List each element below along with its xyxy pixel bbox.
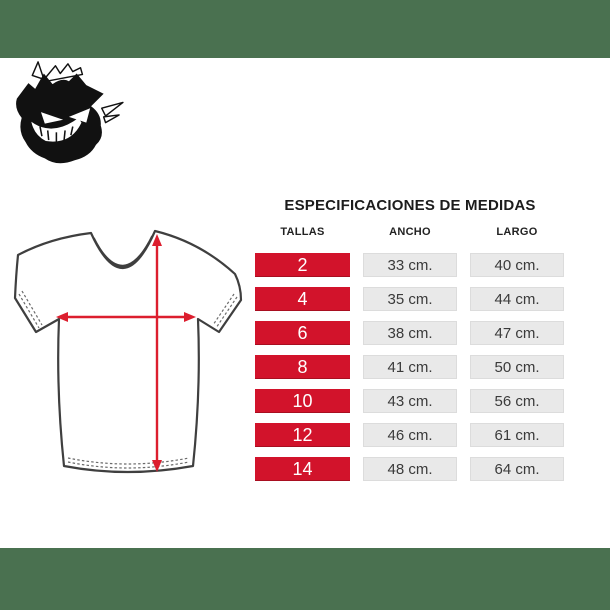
largo-cell: 44 cm. xyxy=(470,287,564,311)
size-table-row: 8 41 cm. 50 cm. xyxy=(255,355,565,379)
largo-cell: 50 cm. xyxy=(470,355,564,379)
gengar-logo-icon xyxy=(8,60,126,168)
table-header-row: TALLAS ANCHO LARGO xyxy=(255,226,565,238)
size-cell: 8 xyxy=(255,355,350,379)
size-table-row: 10 43 cm. 56 cm. xyxy=(255,389,565,413)
ancho-cell: 41 cm. xyxy=(363,355,457,379)
size-spec-table: ESPECIFICACIONES DE MEDIDAS TALLAS ANCHO… xyxy=(255,197,565,491)
largo-cell: 40 cm. xyxy=(470,253,564,277)
size-table-row: 6 38 cm. 47 cm. xyxy=(255,321,565,345)
bottom-banner xyxy=(0,548,610,610)
size-cell: 10 xyxy=(255,389,350,413)
ancho-cell: 43 cm. xyxy=(363,389,457,413)
ancho-arrow-icon xyxy=(56,312,196,322)
size-cell: 12 xyxy=(255,423,350,447)
tshirt-measurement-diagram xyxy=(5,220,250,480)
size-table-rows: 2 33 cm. 40 cm. 4 35 cm. 44 cm. 6 38 cm.… xyxy=(255,253,565,481)
size-cell: 2 xyxy=(255,253,350,277)
size-cell: 14 xyxy=(255,457,350,481)
table-title: ESPECIFICACIONES DE MEDIDAS xyxy=(284,197,536,214)
largo-cell: 64 cm. xyxy=(470,457,564,481)
tshirt-outline-svg xyxy=(13,229,243,474)
column-header-largo: LARGO xyxy=(496,226,538,238)
largo-cell: 47 cm. xyxy=(470,321,564,345)
size-table-row: 14 48 cm. 64 cm. xyxy=(255,457,565,481)
size-cell: 6 xyxy=(255,321,350,345)
column-header-tallas: TALLAS xyxy=(280,226,325,238)
ancho-cell: 33 cm. xyxy=(363,253,457,277)
size-table-row: 4 35 cm. 44 cm. xyxy=(255,287,565,311)
ancho-cell: 35 cm. xyxy=(363,287,457,311)
gengar-silhouette-svg xyxy=(16,61,124,164)
size-table-row: 2 33 cm. 40 cm. xyxy=(255,253,565,277)
ancho-cell: 38 cm. xyxy=(363,321,457,345)
ancho-cell: 48 cm. xyxy=(363,457,457,481)
size-cell: 4 xyxy=(255,287,350,311)
column-header-ancho: ANCHO xyxy=(389,226,431,238)
ancho-cell: 46 cm. xyxy=(363,423,457,447)
size-table-row: 12 46 cm. 61 cm. xyxy=(255,423,565,447)
largo-arrow-icon xyxy=(152,234,162,472)
largo-cell: 56 cm. xyxy=(470,389,564,413)
top-banner xyxy=(0,0,610,58)
largo-cell: 61 cm. xyxy=(470,423,564,447)
